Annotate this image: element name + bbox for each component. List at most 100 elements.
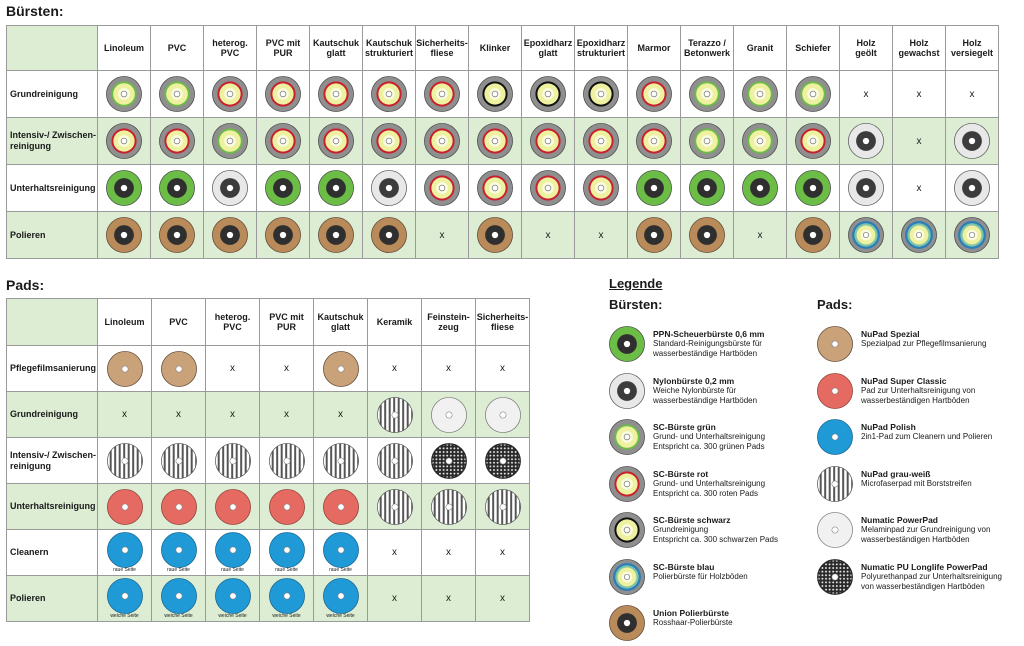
legend-item-name: NuPad grau-weiß: [861, 468, 931, 479]
table-cell: [362, 70, 416, 118]
table-cell: [313, 437, 368, 484]
row-header: Cleanern: [6, 529, 98, 576]
polish-icon: [160, 578, 197, 614]
not-applicable-cell: x: [259, 345, 314, 392]
sc-gruen-icon: [689, 123, 725, 159]
column-header: heterog. PVC: [203, 25, 257, 71]
legend-item-description: wasserbeständigen Hartböden: [861, 395, 970, 405]
table-cell: [362, 211, 416, 259]
not-applicable-cell: x: [475, 345, 530, 392]
not-applicable-cell: x: [421, 575, 476, 622]
legend-item-powerpad: Numatic PowerPad Melaminpad zur Grundrein…: [817, 512, 990, 548]
nylon-icon: [848, 170, 884, 206]
sc-blau-icon: [954, 217, 990, 253]
grauweiss-icon: [214, 442, 251, 479]
row-header: Grundreinigung: [6, 391, 98, 438]
legend-item-description: Rosshaar-Polierbürste: [653, 618, 733, 627]
legend-item-sc-rot: SC-Bürste rot Grund- und Unterhaltsreinig…: [609, 465, 765, 502]
sc-rot-icon: [424, 76, 460, 112]
column-header: Terazzo / Betonwerk: [680, 25, 734, 71]
pad-side-label: weiche Seite: [218, 613, 247, 619]
legend-item-description: Weiche Nylonbürste für: [653, 385, 736, 395]
table-cell: [150, 70, 204, 118]
column-header: Schiefer: [786, 25, 840, 71]
legend-item-description: wasserbeständigen Hartböden: [861, 535, 970, 544]
table-cell: [839, 211, 893, 259]
table-row: Intensiv-/ Zwischen-reinigung x: [6, 117, 999, 165]
legend-item-description: Polyurethanpad zur Unterhaltsreinigung: [861, 571, 1002, 581]
table-cell: [259, 483, 314, 530]
ppn-icon: [795, 170, 831, 206]
sc-rot-icon: [371, 123, 407, 159]
table-cell: [521, 117, 575, 165]
table-cell: [415, 117, 469, 165]
not-applicable-cell: x: [367, 575, 422, 622]
union-icon: [609, 605, 645, 641]
table-cell: [468, 117, 522, 165]
table-cell: [521, 164, 575, 212]
table-cell: [421, 437, 476, 484]
table-cell: [309, 211, 363, 259]
table-cell: [892, 211, 946, 259]
pads-title: Pads:: [6, 277, 45, 293]
legend-item-name: Union Polierbürste: [653, 608, 730, 618]
legend-item-name: NuPad Spezial: [861, 329, 920, 339]
not-applicable-cell: x: [839, 70, 893, 118]
legend-item-sc-gruen: SC-Bürste grün Grund- und Unterhaltsreini…: [609, 419, 765, 455]
legend-text: NuPad grau-weiß Microfaserpad mit Borstst…: [861, 466, 972, 489]
polish-icon: [268, 578, 305, 614]
legend-item-description: Pad zur Unterhaltsreinigung von: [861, 385, 976, 395]
longlife-icon: [484, 442, 521, 479]
table-cell: weiche Seite: [97, 575, 152, 622]
table-cell: [97, 483, 152, 530]
ppn-icon: [689, 170, 725, 206]
column-header: Feinstein-zeug: [421, 298, 476, 346]
table-cell: raue Seite: [151, 529, 206, 576]
sc-rot-icon: [265, 76, 301, 112]
legend-item-description: Entspricht ca. 300 schwarzen Pads: [653, 535, 778, 544]
table-cell: [574, 70, 628, 118]
powerpad-icon: [430, 396, 467, 433]
not-applicable-cell: x: [733, 211, 787, 259]
column-header: Linoleum: [97, 25, 151, 71]
legend-item-name: SC-Bürste rot: [653, 468, 709, 479]
table-cell: [468, 211, 522, 259]
table-cell: [151, 483, 206, 530]
table-cell: weiche Seite: [259, 575, 314, 622]
row-header: Unterhaltsreinigung: [6, 164, 98, 212]
brush-table: Linoleum PVC heterog. PVC PVC mit PUR Kautschu…: [6, 25, 999, 259]
nylon-icon: [371, 170, 407, 206]
ppn-icon: [265, 170, 301, 206]
column-header: Epoxidharz glatt: [521, 25, 575, 71]
not-applicable-cell: x: [574, 211, 628, 259]
sc-gruen-icon: [212, 123, 248, 159]
legend-item-description: Entspricht ca. 300 grünen Pads: [653, 442, 765, 451]
table-cell: [256, 117, 310, 165]
table-cell: [733, 164, 787, 212]
table-cell: raue Seite: [205, 529, 260, 576]
nylon-icon: [848, 123, 884, 159]
table-cell: [313, 483, 368, 530]
legend-item-description: Grund- und Unterhaltsreinigung: [653, 432, 766, 441]
nylon-icon: [954, 123, 990, 159]
sc-rot-icon: [583, 123, 619, 159]
table-cell: raue Seite: [97, 529, 152, 576]
ppn-icon: [609, 326, 645, 362]
column-header: Klinker: [468, 25, 522, 71]
grauweiss-icon: [484, 488, 521, 525]
corner-cell: [6, 298, 98, 346]
table-cell: [839, 117, 893, 165]
table-cell: [415, 164, 469, 212]
not-applicable-cell: x: [475, 575, 530, 622]
table-cell: [362, 164, 416, 212]
table-row: Grundreinigung x x x: [6, 70, 999, 118]
not-applicable-cell: x: [415, 211, 469, 259]
sc-gruen-icon: [159, 76, 195, 112]
column-header: Holz versiegelt: [945, 25, 999, 71]
longlife-icon: [817, 558, 853, 595]
powerpad-icon: [484, 396, 521, 433]
sc-rot-icon: [318, 76, 354, 112]
legend-text: NuPad Super Classic Pad zur Unterhaltsrei…: [861, 373, 975, 406]
row-header: Intensiv-/ Zwischen-reinigung: [6, 437, 98, 484]
sc-schwarz-icon: [477, 76, 513, 112]
